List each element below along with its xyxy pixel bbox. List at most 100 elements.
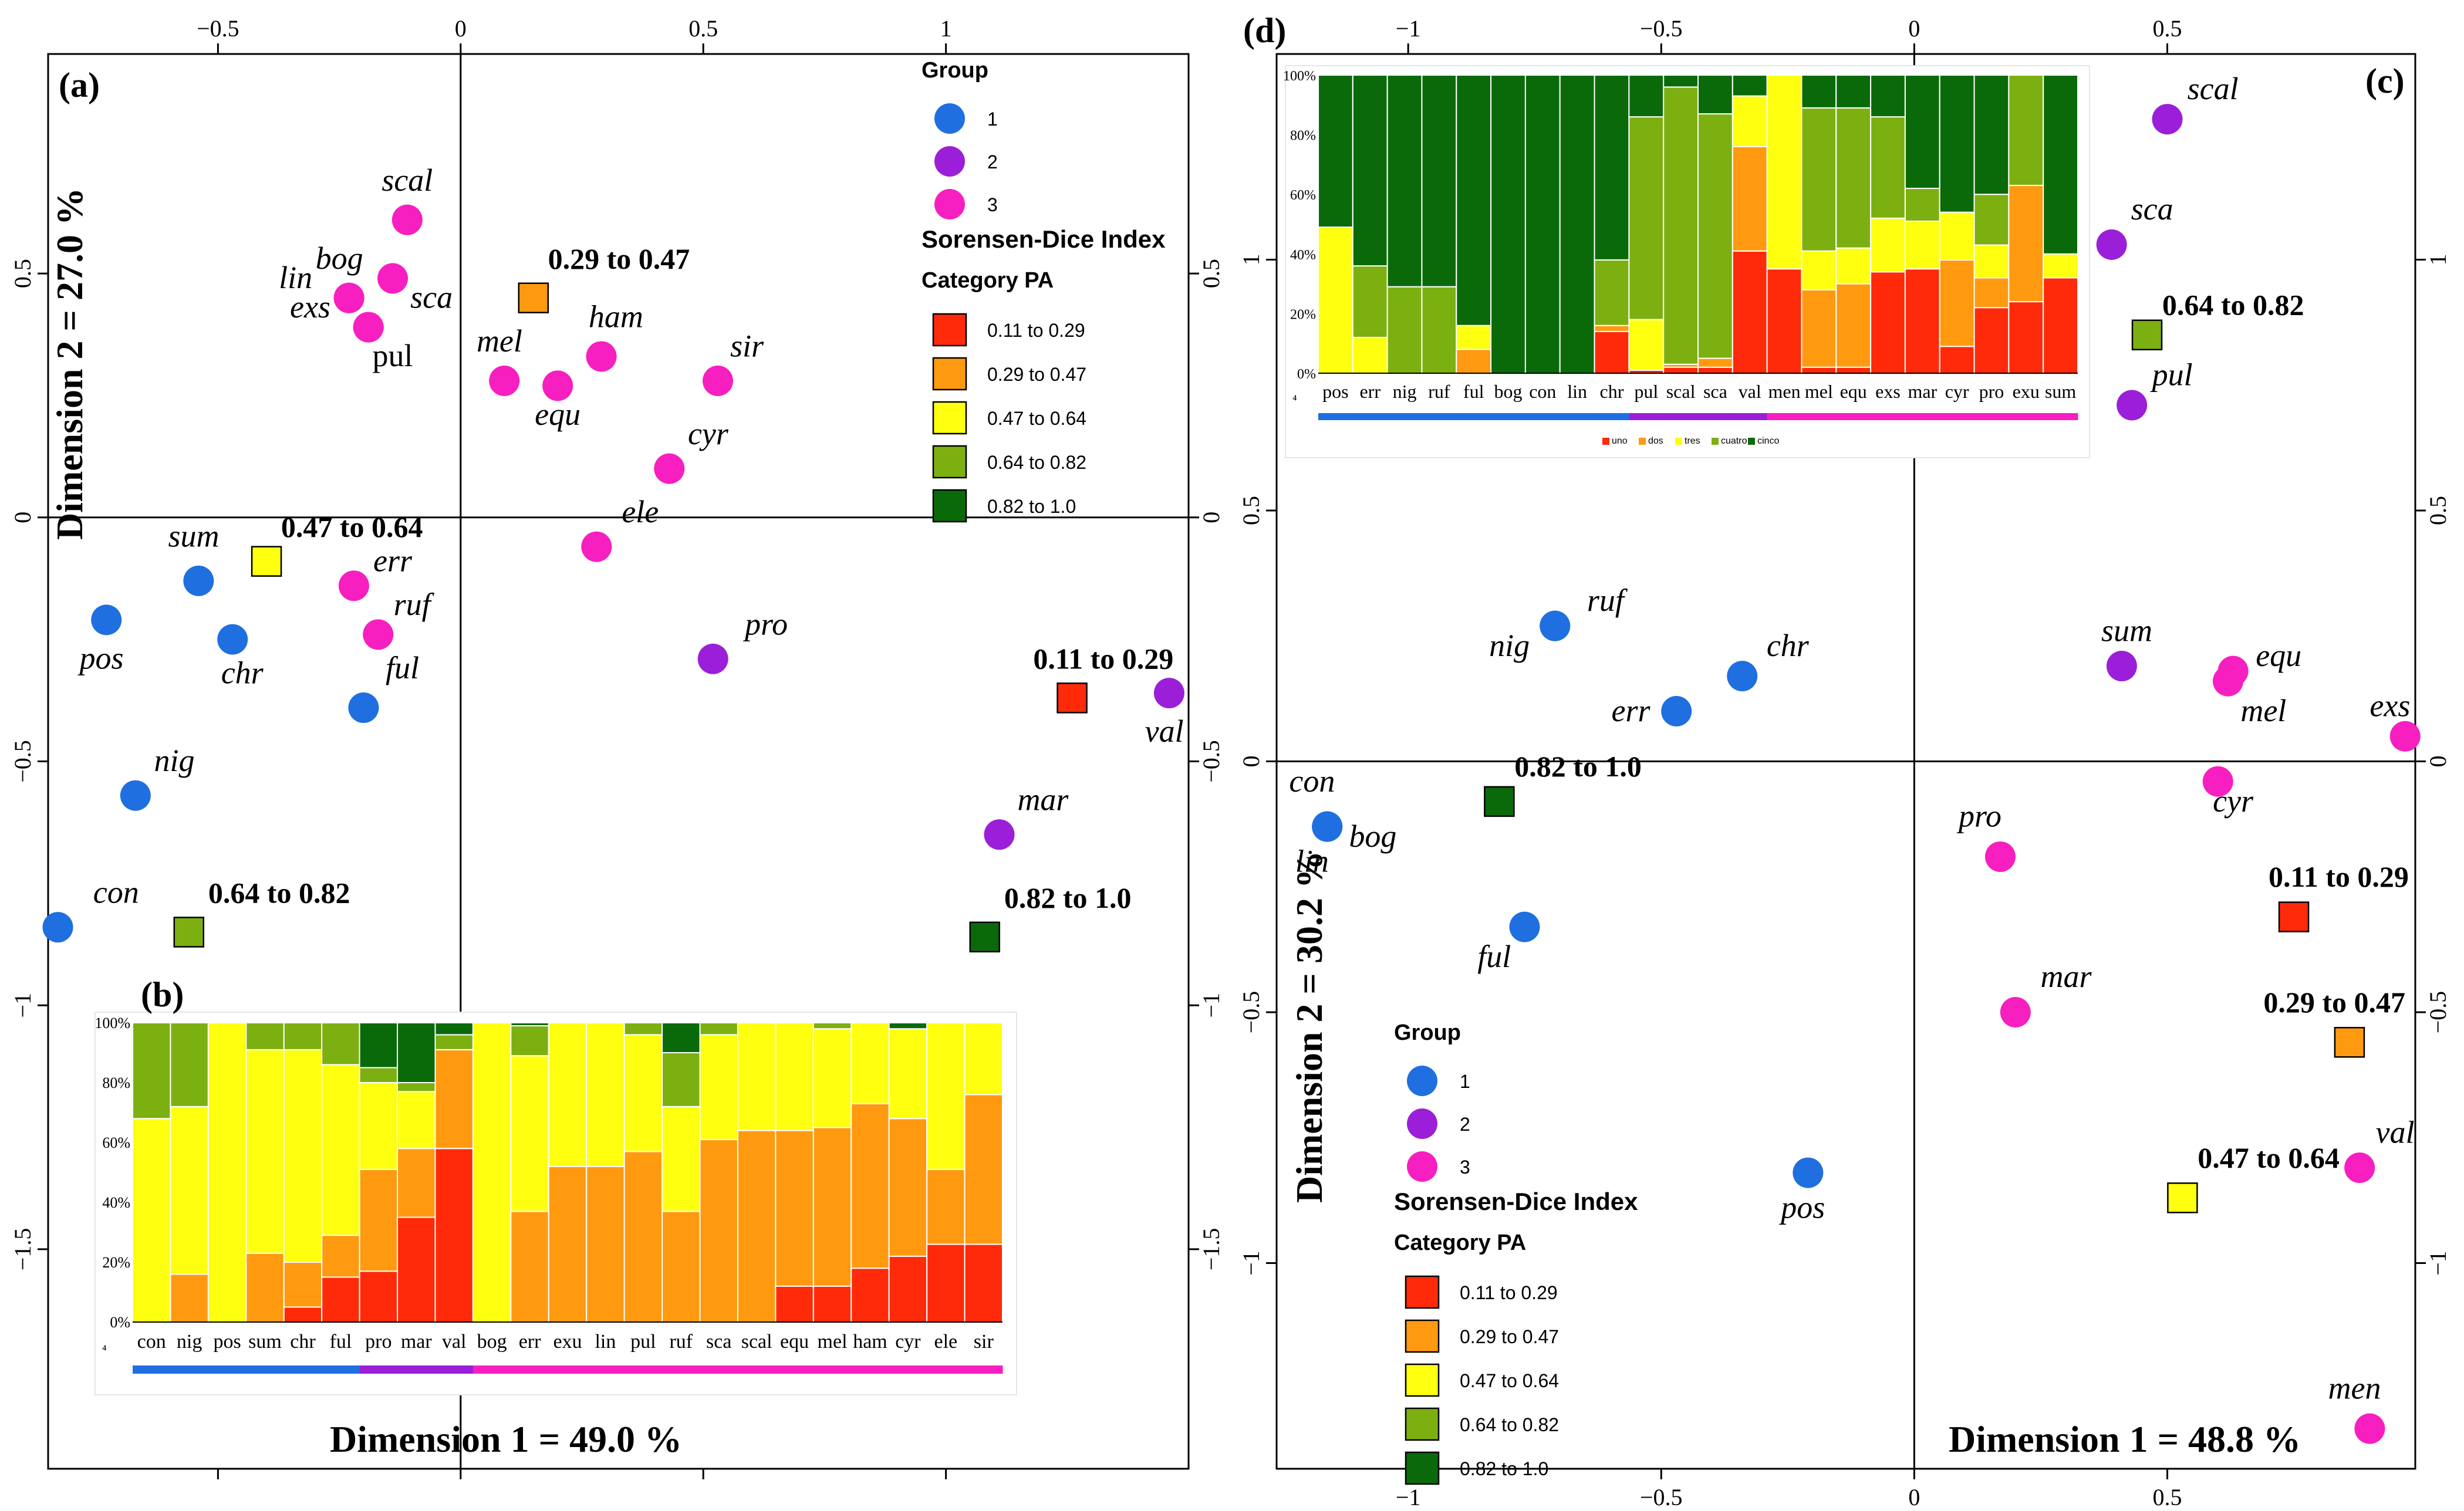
category-square	[251, 546, 282, 577]
x-tick-label-top: −1	[1396, 15, 1421, 42]
bar-segment-tres	[661, 1106, 701, 1212]
bar-segment-dos	[775, 1130, 814, 1287]
legend-category-label: 0.11 to 0.29	[987, 320, 1085, 341]
species-label: pro	[1956, 799, 2001, 834]
bar-segment-cuatro	[699, 1022, 738, 1036]
y-tick-label-left: −0.5	[1238, 991, 1264, 1034]
bar-segment-cinco	[1352, 75, 1388, 267]
bar-segment-cinco	[1421, 75, 1457, 288]
series-legend-swatch	[1712, 438, 1719, 445]
species-point	[2117, 390, 2148, 421]
bar-segment-cinco	[1490, 75, 1526, 374]
legend-category-label: 0.29 to 0.47	[1460, 1326, 1559, 1347]
bar-segment-dos	[170, 1273, 209, 1323]
species-label: cyr	[688, 416, 729, 451]
bar-category-label: nig	[177, 1331, 202, 1353]
bar-segment-uno	[1835, 366, 1872, 374]
legend-category-label: 0.64 to 0.82	[987, 452, 1086, 473]
series-legend-label: uno	[1612, 436, 1628, 446]
bar-category-label: mar	[401, 1331, 433, 1353]
species-point	[654, 453, 685, 484]
legend-group-dot	[1407, 1151, 1437, 1182]
bar-segment-cuatro	[1421, 286, 1457, 374]
bar-segment-uno	[434, 1148, 474, 1323]
bar-segment-cuatro	[1663, 86, 1699, 365]
bar-segment-cinco	[1870, 75, 1906, 118]
x-tick-label-top: −0.5	[1640, 15, 1683, 42]
species-point	[363, 619, 394, 650]
bar-segment-tres	[1904, 220, 1940, 270]
bar-segment-cuatro	[397, 1082, 436, 1093]
legend-category-swatch	[1405, 1319, 1440, 1353]
species-label: sir	[730, 328, 764, 363]
bar-segment-cinco	[1456, 75, 1492, 326]
bar-category-label: chr	[290, 1331, 316, 1353]
species-point	[1509, 911, 1540, 942]
legend-group-label: 1	[1460, 1071, 1470, 1092]
bar-segment-uno	[926, 1243, 966, 1323]
species-label: mel	[477, 323, 522, 359]
y-tick-label-right: −0.5	[2425, 991, 2451, 1034]
group-strip-segment	[1491, 413, 1526, 420]
bar-segment-cuatro	[1801, 107, 1837, 252]
x-tick-label-bottom: −1	[1396, 1484, 1421, 1510]
species-label: sum	[168, 519, 220, 554]
bar-segment-dos	[964, 1094, 1003, 1245]
bar-category-label: scal	[741, 1331, 772, 1353]
bar-category-label: ful	[1463, 381, 1484, 402]
species-label: ele	[622, 494, 659, 529]
group-strip-segment	[737, 1365, 776, 1374]
bar-segment-uno	[1594, 330, 1630, 374]
bar-segment-uno	[1904, 268, 1940, 374]
bar-segment-cuatro	[510, 1025, 549, 1057]
group-strip-segment	[359, 1365, 398, 1374]
species-label: ful	[386, 650, 419, 685]
bar-category-label: mel	[818, 1331, 848, 1353]
legend-category-label: 0.47 to 0.64	[987, 408, 1086, 429]
species-point	[542, 370, 573, 401]
bar-y-tick-label: 20%	[1290, 307, 1316, 322]
species-label: bog	[1349, 819, 1396, 854]
species-point	[489, 366, 520, 397]
species-point	[2202, 766, 2233, 797]
legend-group-dot	[934, 103, 965, 134]
legend-category-label: 0.47 to 0.64	[1460, 1370, 1559, 1391]
bar-segment-cuatro	[1870, 116, 1906, 219]
legend-group-label: 2	[987, 151, 998, 173]
y-tick-label-right: 0	[2425, 756, 2451, 768]
species-point	[2389, 721, 2421, 752]
bar-segment-uno	[888, 1255, 928, 1323]
panel-label-c: (c)	[2365, 62, 2405, 100]
bar-segment-tres	[132, 1118, 171, 1323]
bar-segment-cuatro	[1973, 194, 2010, 246]
group-strip-segment	[1422, 413, 1457, 420]
stacked-bar-panel-b: 0%20%40%60%80%100%con nig pos sum chr ful pro m…	[94, 975, 1017, 1395]
group-strip-segment	[851, 1365, 890, 1374]
bar-category-label: mar	[1908, 381, 1937, 402]
species-label: err	[373, 543, 413, 578]
bar-y-tick-label: 60%	[1290, 188, 1316, 203]
bar-segment-dos	[1731, 146, 1768, 252]
bar-segment-cuatro	[1697, 113, 1733, 359]
species-label: pro	[742, 606, 788, 641]
bar-segment-uno	[2043, 277, 2079, 374]
stacked-bar-panel-d: 0% 20% 40% 60% 80% 100% pos err nig ruf ful bog con l…	[1243, 11, 2090, 458]
bar-segment-dos	[926, 1168, 966, 1245]
series-legend-swatch	[1675, 438, 1682, 445]
bar-category-label: scal	[1666, 381, 1696, 402]
category-square-label: 0.47 to 0.64	[2198, 1141, 2340, 1174]
bar-segment-dos	[548, 1165, 588, 1323]
bar-segment-tres	[321, 1064, 360, 1236]
group-strip-segment	[1629, 413, 1664, 420]
y-tick-label-right: −0.5	[1198, 740, 1224, 783]
bar-category-label: sir	[974, 1331, 994, 1353]
panel-label-d: (d)	[1243, 11, 1286, 50]
bar-segment-dos	[245, 1252, 285, 1323]
bar-segment-tres	[1973, 244, 2010, 279]
bar-segment-cinco	[1524, 75, 1561, 374]
bar-segment-tres	[964, 1022, 1003, 1096]
bar-segment-tres	[1870, 217, 1906, 273]
species-label: exs	[290, 289, 330, 324]
species-point	[42, 912, 73, 943]
